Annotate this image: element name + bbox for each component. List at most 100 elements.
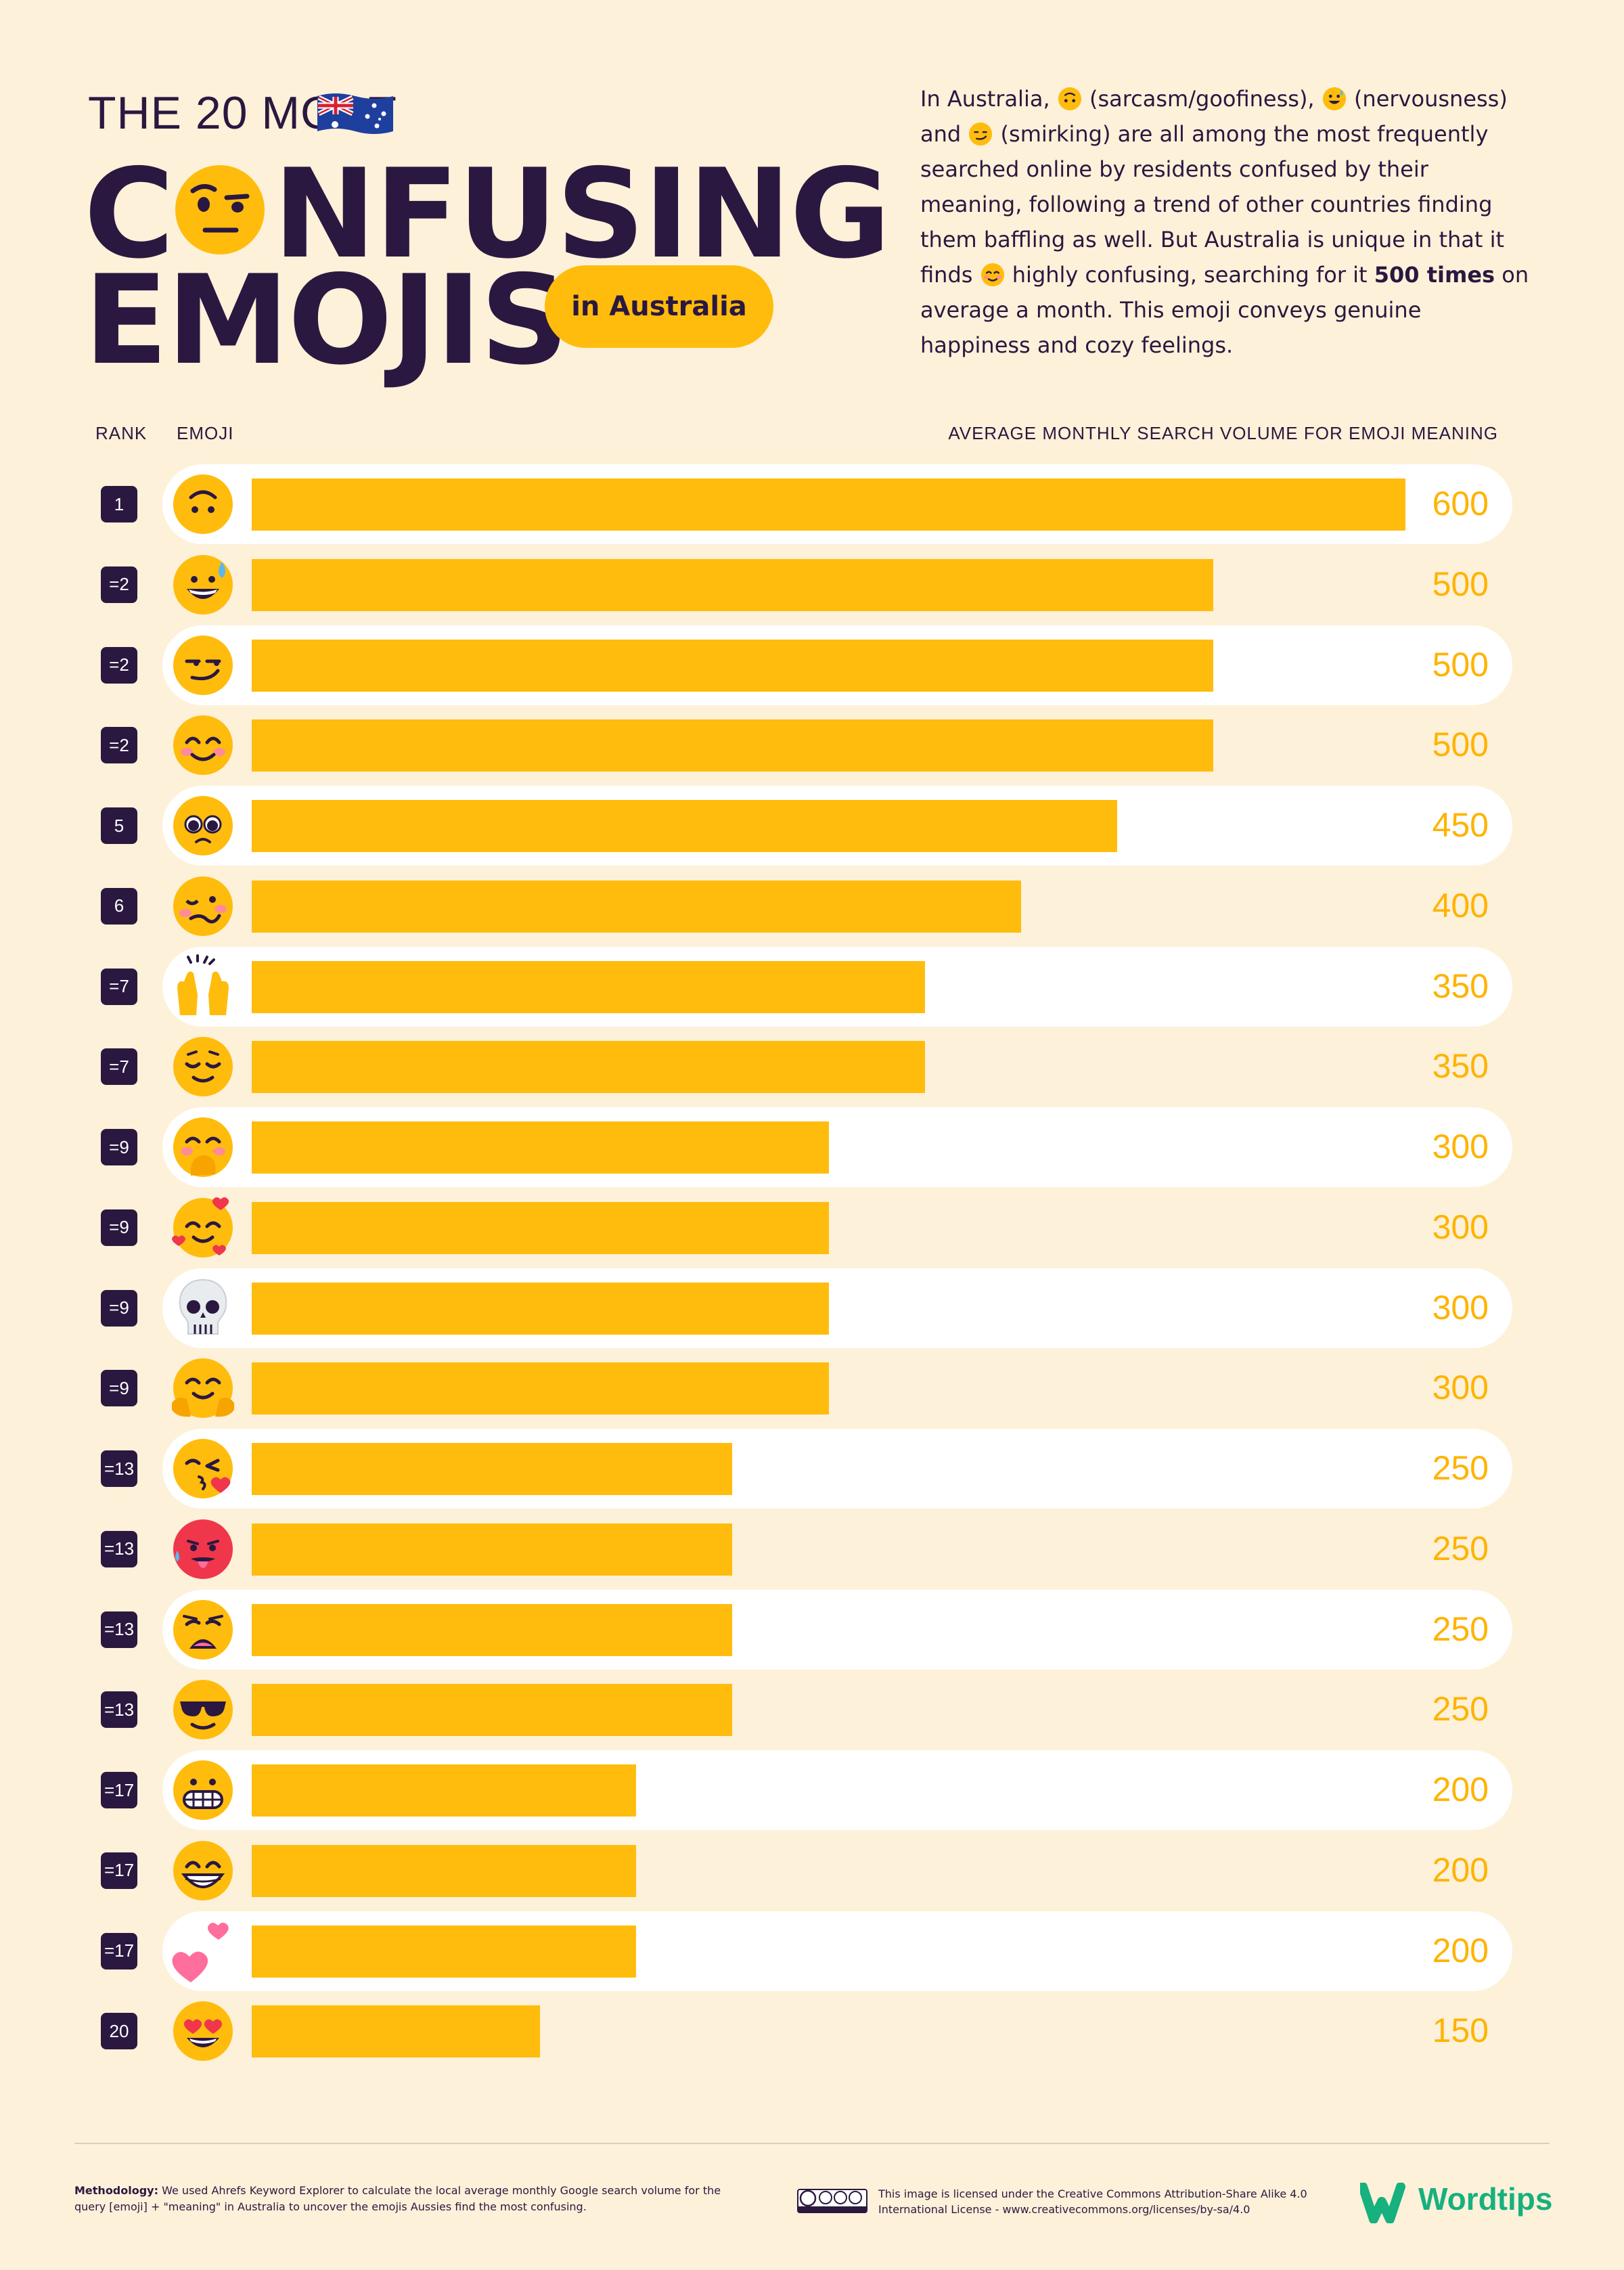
bar [252, 1443, 732, 1495]
rank-badge: =2 [101, 566, 137, 603]
smirking-face-icon [173, 635, 233, 695]
smirking-face-icon [969, 122, 993, 146]
region-pill: in Australia [545, 265, 773, 348]
smiling-face-with-smiling-eyes-icon [980, 263, 1004, 287]
face-with-hand-over-mouth-icon [173, 1117, 233, 1177]
rank-badge: =17 [101, 1772, 137, 1808]
hugging-face-icon [172, 1358, 234, 1419]
methodology-text: We used Ahrefs Keyword Explorer to calcu… [74, 2184, 721, 2213]
rank-badge: =9 [101, 1209, 137, 1246]
weary-face-icon [173, 1599, 233, 1660]
intro-part-5: highly confusing, searching for it [1012, 262, 1368, 288]
two-hearts-icon [172, 1922, 229, 1982]
intro-text: In Australia, (sarcasm/goofiness), (nerv… [920, 81, 1529, 363]
creative-commons-badge-icon [797, 2189, 867, 2213]
value-label: 400 [1432, 886, 1489, 925]
intro-highlight: 500 times [1374, 262, 1495, 288]
grinning-face-with-sweat-icon [1322, 87, 1346, 111]
value-label: 200 [1432, 1850, 1489, 1889]
relieved-face-icon [173, 1037, 233, 1097]
rank-badge: =9 [101, 1370, 137, 1407]
value-label: 250 [1432, 1609, 1489, 1648]
upside-down-face-icon [173, 474, 233, 534]
rank-badge: 20 [101, 2013, 137, 2050]
smiling-face-with-sunglasses-icon [173, 1680, 233, 1740]
bar [252, 479, 1405, 531]
smiling-face-with-smiling-eyes-icon [173, 715, 233, 776]
rank-badge: 1 [101, 486, 137, 522]
wordtips-logo-icon [1360, 2183, 1405, 2223]
title-confusing-c: C [84, 142, 175, 286]
value-label: 300 [1432, 1288, 1489, 1327]
intro-part-2: (sarcasm/goofiness), [1089, 86, 1315, 112]
rank-badge: =9 [101, 1289, 137, 1327]
bar [252, 558, 1213, 611]
wordtips-brand: Wordtips [1418, 2181, 1553, 2217]
rank-badge: =7 [101, 1048, 137, 1086]
value-label: 300 [1432, 1128, 1489, 1165]
bar [252, 1684, 732, 1737]
methodology-note: Methodology: We used Ahrefs Keyword Expl… [74, 2183, 724, 2215]
skull-icon [179, 1278, 227, 1335]
value-label: 450 [1432, 806, 1489, 844]
rank-column-header: RANK [95, 423, 148, 443]
rank-badge: =13 [101, 1611, 137, 1648]
value-label: 350 [1432, 1047, 1489, 1086]
rank-badge: =9 [101, 1129, 137, 1165]
footer-divider [74, 2143, 1550, 2144]
value-label: 200 [1432, 1771, 1489, 1808]
face-with-raised-eyebrow-icon [175, 165, 265, 254]
value-label: 250 [1432, 1529, 1489, 1567]
bar [252, 880, 1021, 933]
rank-badge: =17 [101, 1932, 137, 1969]
bar [252, 1844, 636, 1897]
value-label: 500 [1432, 645, 1489, 684]
face-blowing-a-kiss-icon [173, 1439, 233, 1498]
rank-badge: =13 [101, 1450, 137, 1487]
intro-part-4: (smirking) are all among the most freque… [920, 121, 1505, 288]
methodology-label: Methodology: [74, 2184, 159, 2197]
rank-badge: =17 [101, 1852, 137, 1889]
bar [252, 1041, 925, 1094]
license-note: This image is licensed under the Creativ… [878, 2187, 1307, 2216]
bar [252, 719, 1213, 772]
bar [252, 1925, 636, 1978]
value-label: 250 [1432, 1690, 1489, 1729]
emoji-column-header: EMOJI [177, 423, 234, 443]
title-confusing: C NFUSING [84, 152, 891, 275]
rank-badge: =2 [101, 727, 137, 764]
bar [252, 1282, 829, 1335]
value-label: 500 [1432, 564, 1489, 603]
bar [252, 2005, 540, 2058]
value-label: 300 [1432, 1207, 1489, 1246]
value-label: 500 [1432, 726, 1489, 764]
bar [252, 1523, 732, 1576]
rank-badge: =13 [101, 1691, 137, 1729]
value-label: 300 [1432, 1368, 1489, 1407]
bar [252, 639, 1213, 692]
pleading-face-icon [173, 796, 233, 855]
title-emojis: EMOJIS [84, 248, 569, 392]
grimacing-face-icon [173, 1760, 233, 1820]
bar [252, 1201, 829, 1254]
bar [252, 960, 925, 1013]
value-label: 350 [1432, 966, 1489, 1005]
value-label: 150 [1432, 2011, 1489, 2050]
rank-badge: =7 [101, 968, 137, 1005]
value-label: 200 [1432, 1931, 1489, 1969]
raising-hands-icon [177, 954, 229, 1015]
intro-part-7: on average a month. This emoji conveys g… [920, 262, 1529, 358]
rank-badge: 5 [101, 807, 137, 844]
intro-part-1: In Australia, [920, 86, 1050, 112]
intro-part-3: (nervousness) and [920, 86, 1508, 147]
value-label: 250 [1432, 1449, 1489, 1487]
grinning-face-with-sweat-icon [173, 554, 233, 615]
woozy-face-icon [173, 876, 233, 936]
title-confusing-rest: NFUSING [273, 142, 891, 286]
bar [252, 1764, 636, 1817]
value-label: 600 [1432, 485, 1489, 522]
volume-column-header: AVERAGE MONTHLY SEARCH VOLUME FOR EMOJI … [948, 423, 1498, 443]
rank-badge: 6 [101, 887, 137, 925]
beaming-face-icon [173, 1840, 233, 1900]
smiling-face-with-heart-eyes-icon [173, 2001, 233, 2062]
